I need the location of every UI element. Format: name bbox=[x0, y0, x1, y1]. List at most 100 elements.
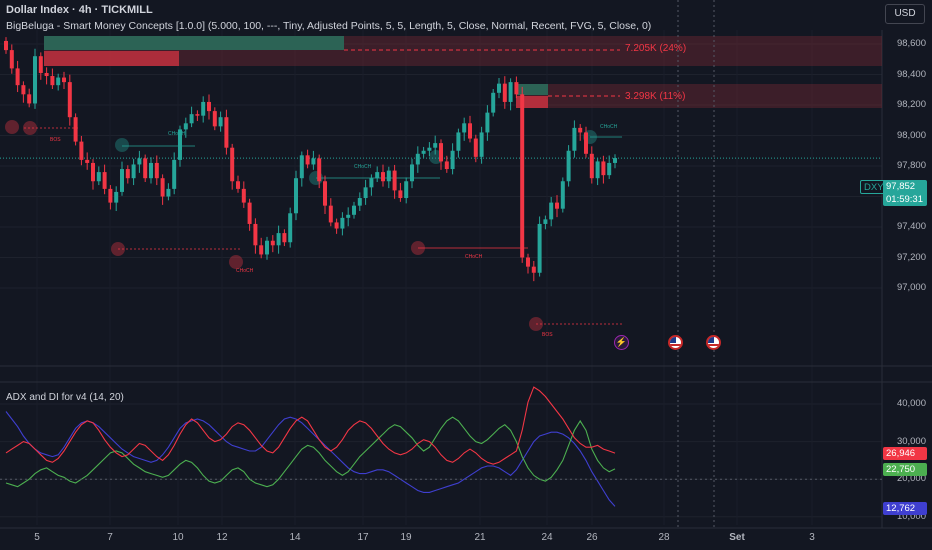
us-flag-icon[interactable] bbox=[668, 335, 683, 350]
choch-label: CHoCH bbox=[236, 268, 254, 274]
candle-body bbox=[178, 129, 182, 160]
candle-body bbox=[497, 83, 501, 93]
time-axis-label: 5 bbox=[34, 532, 40, 543]
candle-body bbox=[311, 158, 316, 165]
countdown-tag: 01:59:31 bbox=[883, 193, 927, 206]
candle-body bbox=[160, 178, 165, 197]
candle-body bbox=[340, 217, 345, 229]
candle-body bbox=[328, 205, 333, 223]
candle-body bbox=[79, 141, 84, 160]
candle-body bbox=[149, 162, 153, 179]
candle-body bbox=[444, 161, 449, 170]
supply-block bbox=[44, 51, 179, 66]
candle-body bbox=[27, 94, 32, 104]
adx-line bbox=[5, 411, 616, 507]
candle-body bbox=[555, 202, 559, 209]
di-minus-tag: 26,946 bbox=[883, 447, 927, 460]
time-axis-label: 14 bbox=[289, 532, 301, 543]
candle-body bbox=[73, 117, 78, 142]
candle-body bbox=[294, 178, 298, 214]
candle-body bbox=[299, 155, 304, 179]
candle-body bbox=[392, 170, 397, 191]
candle-body bbox=[265, 240, 269, 255]
candle-body bbox=[485, 112, 490, 133]
price-axis-label: 98,000 bbox=[896, 129, 926, 141]
candle-body bbox=[334, 222, 339, 229]
choch-label: CHoCH bbox=[600, 124, 618, 130]
currency-button[interactable]: USD bbox=[885, 4, 925, 24]
indicator-legend[interactable]: BigBeluga - Smart Money Concepts [1.0.0]… bbox=[6, 20, 652, 32]
candle-body bbox=[514, 82, 519, 95]
candle-body bbox=[473, 138, 478, 157]
candle-body bbox=[520, 94, 525, 258]
candle-body bbox=[363, 187, 368, 199]
candle-body bbox=[102, 172, 107, 189]
candle-body bbox=[50, 76, 55, 86]
candle-body bbox=[357, 198, 362, 206]
candle-body bbox=[549, 202, 554, 220]
candle-body bbox=[468, 123, 472, 139]
candle-body bbox=[44, 72, 49, 77]
candle-body bbox=[4, 40, 8, 51]
time-axis-label: 26 bbox=[586, 532, 598, 543]
lower-zone-label: 3.298K (11%) bbox=[625, 91, 686, 102]
price-axis-label: 97,400 bbox=[896, 221, 926, 232]
current-price-tag: 97,852 bbox=[883, 180, 927, 193]
symbol-title: Dollar Index · 4h · TICKMILL bbox=[6, 4, 153, 16]
candle-body bbox=[531, 266, 536, 273]
choch-label: CHoCH bbox=[354, 164, 372, 170]
candle-body bbox=[137, 158, 142, 165]
candle-body bbox=[421, 150, 426, 154]
candle-body bbox=[253, 223, 258, 246]
candle-body bbox=[450, 150, 455, 170]
candle-body bbox=[595, 161, 600, 179]
time-axis-label: 21 bbox=[474, 532, 486, 543]
candle-body bbox=[224, 117, 229, 148]
candle-body bbox=[404, 181, 409, 199]
candle-body bbox=[282, 233, 287, 243]
price-axis-label: 98,200 bbox=[896, 99, 926, 110]
time-axis-label: 19 bbox=[400, 532, 412, 543]
candle-body bbox=[352, 205, 356, 215]
candle-body bbox=[108, 188, 113, 203]
candle-body bbox=[613, 158, 617, 163]
candle-body bbox=[9, 50, 14, 69]
swing-marker bbox=[5, 120, 19, 134]
candle-body bbox=[183, 123, 188, 130]
candle-body bbox=[207, 101, 211, 112]
candle-body bbox=[143, 158, 148, 179]
candle-body bbox=[560, 181, 565, 209]
us-flag-icon[interactable] bbox=[706, 335, 721, 350]
candle-body bbox=[114, 191, 119, 203]
candle-body bbox=[131, 164, 136, 179]
candle-body bbox=[375, 172, 380, 179]
adx-tag: 12,762 bbox=[883, 502, 927, 515]
candle-body bbox=[369, 178, 374, 188]
candle-body bbox=[410, 164, 414, 182]
candle-body bbox=[218, 117, 223, 127]
candle-body bbox=[543, 219, 548, 224]
lightning-icon[interactable]: ⚡ bbox=[614, 335, 629, 350]
candle-body bbox=[120, 169, 124, 192]
candle-body bbox=[154, 162, 159, 179]
choch-label: CHoCH bbox=[168, 131, 186, 137]
candle-body bbox=[427, 147, 432, 151]
swing-marker bbox=[115, 138, 129, 152]
candle-body bbox=[439, 143, 443, 162]
candle-body bbox=[189, 114, 194, 124]
demand-block bbox=[44, 36, 344, 50]
candle-body bbox=[166, 188, 171, 197]
candle-body bbox=[259, 245, 264, 255]
oscillator-title[interactable]: ADX and DI for v4 (14, 20) bbox=[6, 392, 124, 403]
bos-label: BOS bbox=[542, 332, 553, 338]
demand-block bbox=[516, 84, 548, 95]
swing-marker bbox=[23, 121, 37, 135]
candle-body bbox=[230, 147, 235, 182]
swing-marker bbox=[229, 255, 243, 269]
candle-body bbox=[247, 202, 252, 224]
candle-body bbox=[491, 92, 496, 113]
candle-body bbox=[537, 223, 542, 273]
candle-body bbox=[526, 257, 530, 267]
candle-body bbox=[578, 127, 583, 133]
